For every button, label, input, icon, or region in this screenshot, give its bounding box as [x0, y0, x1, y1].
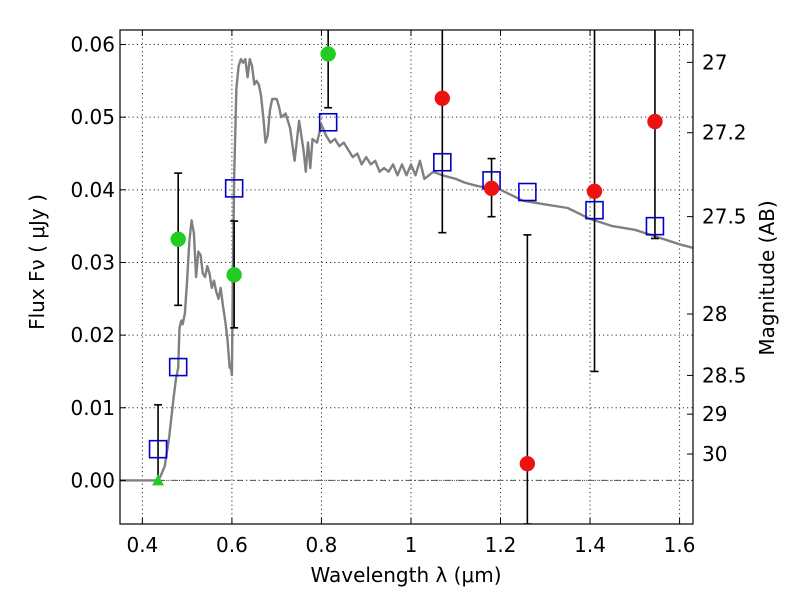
red-data-point	[434, 90, 451, 107]
model-band-square	[168, 357, 188, 377]
x-tick-label: 1	[405, 533, 418, 557]
x-tick-label: 0.6	[216, 533, 248, 557]
model-band-square	[433, 152, 452, 172]
model-spectrum-layer	[120, 57, 693, 482]
x-tick-label: 0.8	[306, 533, 338, 557]
model-band-square	[518, 182, 537, 202]
right-tick-label: 27.5	[702, 205, 747, 229]
y-axis-ticks: 0.00 0.01 0.02 0.03 0.04 0.05 0.06	[70, 33, 126, 492]
x-axis-ticks: 0.4 0.6 0.8 1 1.2 1.4 1.6	[126, 30, 695, 557]
right-tick-label: 27.2	[702, 121, 747, 145]
upper-limit-triangle	[152, 474, 165, 486]
right-axis-ticks: 27 27.2 27.5 28 28.5 29 30	[687, 50, 747, 466]
red-data-point	[519, 455, 536, 472]
plot-frame	[119, 29, 694, 525]
right-tick-label: 29	[702, 402, 727, 426]
y-tick-label: 0.06	[70, 33, 115, 57]
green-data-point	[170, 231, 186, 247]
x-tick-label: 0.4	[126, 533, 158, 557]
markers-layer	[148, 46, 665, 486]
y-tick-label: 0.03	[70, 250, 115, 274]
model-spectrum-line	[120, 57, 693, 482]
green-data-point	[226, 267, 242, 283]
green-data-point	[320, 46, 336, 62]
model-band-square	[148, 439, 168, 459]
y-tick-label: 0.04	[70, 178, 115, 202]
right-axis-label: Magnitude (AB)	[755, 200, 779, 355]
model-band-square	[224, 179, 244, 198]
y-tick-label: 0.00	[70, 468, 115, 492]
x-axis-label: Wavelength λ (μm)	[310, 563, 501, 587]
model-band-square	[318, 112, 338, 132]
red-data-point	[586, 183, 603, 200]
model-band-square	[585, 200, 604, 220]
model-band-square	[645, 216, 665, 236]
right-tick-label: 28.5	[702, 363, 747, 387]
y-tick-label: 0.02	[70, 323, 115, 347]
x-tick-label: 1.4	[574, 533, 606, 557]
right-tick-label: 28	[702, 302, 727, 326]
right-tick-label: 27	[702, 50, 727, 74]
x-tick-label: 1.6	[664, 533, 696, 557]
red-data-point	[483, 180, 500, 197]
red-data-point	[647, 113, 663, 130]
x-tick-label: 1.2	[485, 533, 517, 557]
right-tick-label: 30	[702, 442, 727, 466]
y-tick-label: 0.01	[70, 396, 115, 420]
y-tick-label: 0.05	[70, 105, 115, 129]
y-axis-label: Flux Fν ( μJy )	[25, 194, 49, 330]
